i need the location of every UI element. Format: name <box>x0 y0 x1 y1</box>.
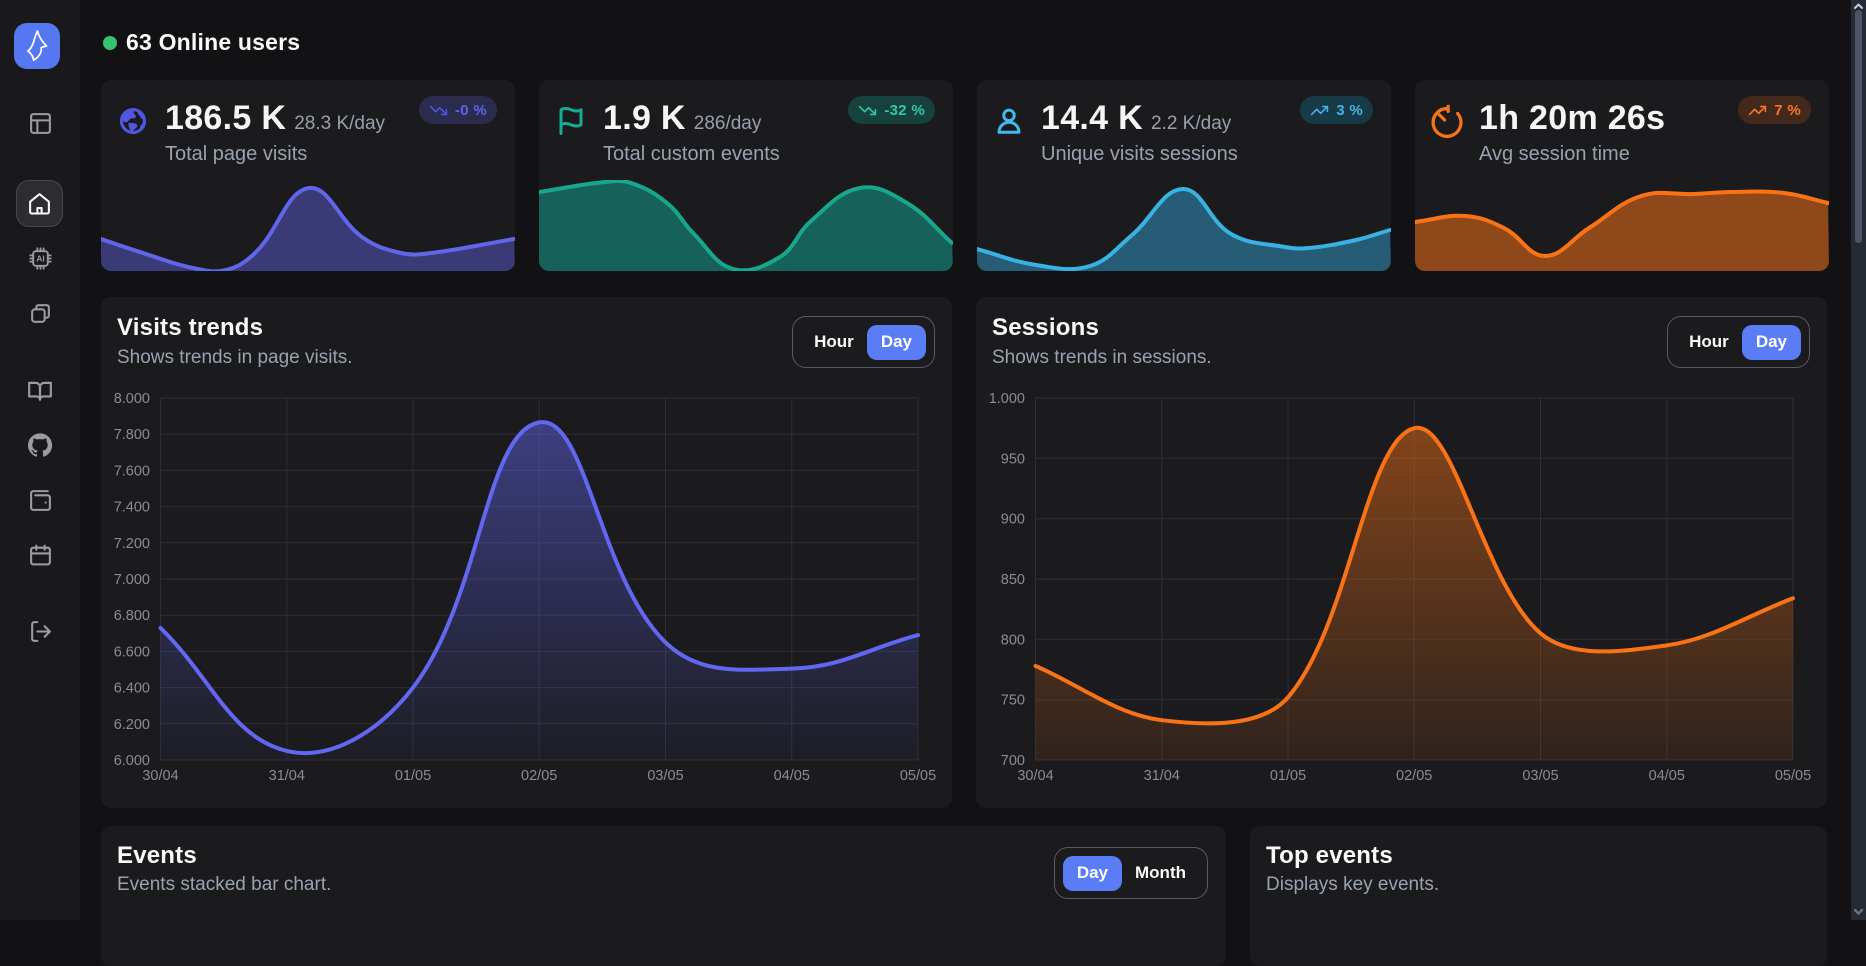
svg-text:1.000: 1.000 <box>989 391 1025 407</box>
svg-text:01/05: 01/05 <box>1270 768 1306 784</box>
svg-text:7.000: 7.000 <box>114 572 150 588</box>
svg-text:6.400: 6.400 <box>114 681 150 697</box>
svg-text:6.600: 6.600 <box>114 644 150 660</box>
svg-text:6.200: 6.200 <box>114 717 150 733</box>
svg-text:02/05: 02/05 <box>1396 768 1432 784</box>
svg-text:31/04: 31/04 <box>269 768 305 784</box>
svg-text:04/05: 04/05 <box>1649 768 1685 784</box>
svg-text:31/04: 31/04 <box>1144 768 1180 784</box>
svg-text:7.800: 7.800 <box>114 427 150 443</box>
svg-text:03/05: 03/05 <box>1522 768 1558 784</box>
svg-text:02/05: 02/05 <box>521 768 557 784</box>
svg-text:7.400: 7.400 <box>114 500 150 516</box>
svg-text:01/05: 01/05 <box>395 768 431 784</box>
svg-text:7.600: 7.600 <box>114 463 150 479</box>
svg-text:800: 800 <box>1001 632 1025 648</box>
svg-text:850: 850 <box>1001 572 1025 588</box>
svg-text:05/05: 05/05 <box>1775 768 1811 784</box>
svg-text:7.200: 7.200 <box>114 536 150 552</box>
svg-text:950: 950 <box>1001 451 1025 467</box>
svg-text:700: 700 <box>1001 753 1025 769</box>
svg-text:04/05: 04/05 <box>774 768 810 784</box>
svg-text:AI: AI <box>36 254 44 264</box>
svg-text:8.000: 8.000 <box>114 391 150 407</box>
svg-text:6.800: 6.800 <box>114 608 150 624</box>
svg-text:6.000: 6.000 <box>114 753 150 769</box>
svg-text:30/04: 30/04 <box>1017 768 1053 784</box>
svg-text:05/05: 05/05 <box>900 768 936 784</box>
svg-text:900: 900 <box>1001 512 1025 528</box>
svg-text:750: 750 <box>1001 693 1025 709</box>
svg-text:03/05: 03/05 <box>647 768 683 784</box>
svg-text:30/04: 30/04 <box>142 768 178 784</box>
